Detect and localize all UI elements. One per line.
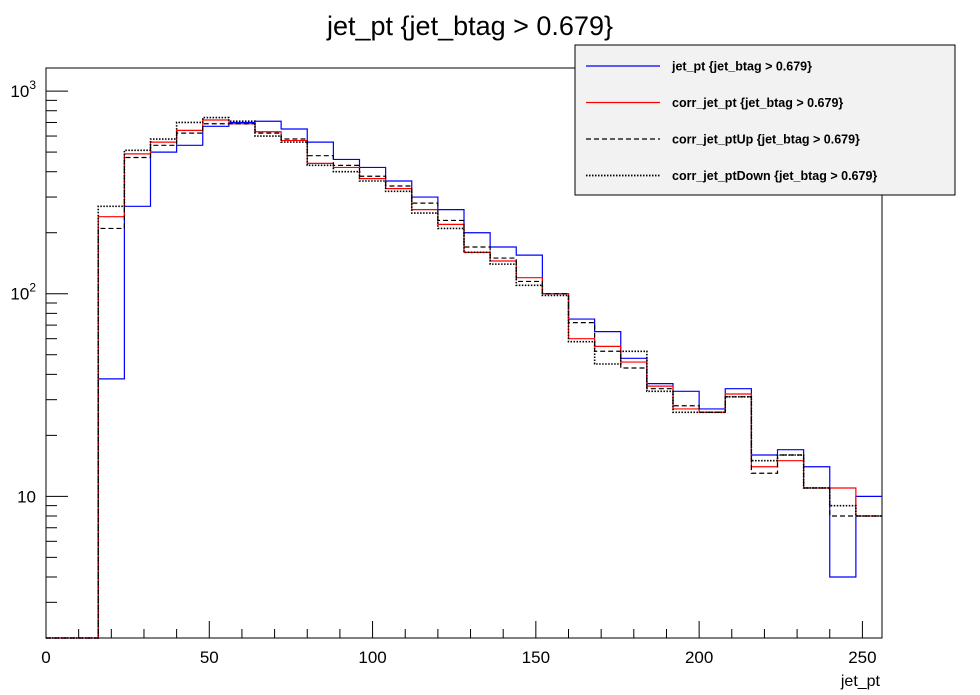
x-axis: 0 50 100 150 200 250 (41, 621, 877, 667)
legend: jet_pt {jet_btag > 0.679} corr_jet_pt {je… (574, 44, 956, 196)
chart-title: jet_pt {jet_btag > 0.679} (326, 11, 613, 41)
series-line-1 (46, 120, 882, 639)
x-tick-label: 100 (358, 648, 386, 667)
series-line-2 (46, 119, 882, 639)
legend-label-4: corr_jet_ptDown {jet_btag > 0.679} (672, 169, 877, 183)
y-tick-label: 103 (10, 78, 36, 101)
x-tick-label: 0 (41, 648, 50, 667)
x-tick-label: 250 (848, 648, 876, 667)
legend-entries: jet_pt {jet_btag > 0.679} corr_jet_pt {je… (586, 60, 877, 183)
series-layer (46, 116, 882, 639)
x-tick-label: 50 (200, 648, 219, 667)
x-tick-label: 200 (685, 648, 713, 667)
legend-box (574, 44, 956, 196)
legend-label-2: corr_jet_pt {jet_btag > 0.679} (672, 96, 843, 110)
series-line-4 (46, 116, 882, 639)
y-tick-label: 102 (10, 281, 36, 304)
y-tick-label: 10 (17, 487, 36, 506)
series-line-3 (46, 123, 882, 639)
legend-label-1: jet_pt {jet_btag > 0.679} (671, 60, 812, 74)
plot-frame (45, 67, 883, 639)
x-tick-label: 150 (522, 648, 550, 667)
legend-label-3: corr_jet_ptUp {jet_btag > 0.679} (672, 133, 860, 147)
y-axis: 10 102 103 (10, 78, 68, 639)
x-axis-title: jet_pt (840, 673, 881, 690)
